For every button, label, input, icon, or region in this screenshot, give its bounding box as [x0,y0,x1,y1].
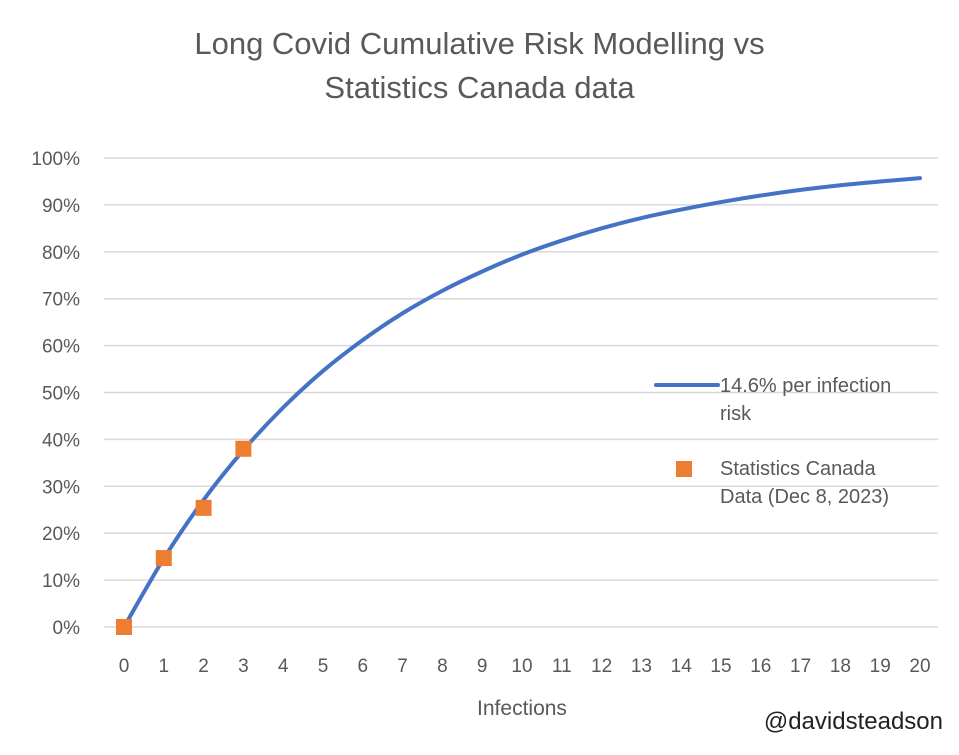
x-tick-label: 12 [591,656,612,677]
x-tick-label: 6 [358,656,369,677]
legend-label-line-series: 14.6% per infection risk [720,372,891,428]
y-tick-label: 50% [42,384,80,405]
x-tick-label: 18 [830,656,851,677]
data-point [195,499,212,516]
chart-title: Long Covid Cumulative Risk Modelling vs … [0,22,959,110]
data-point [155,550,172,567]
x-tick-label: 1 [159,656,170,677]
y-tick-label: 70% [42,290,80,311]
y-tick-label: 90% [42,196,80,217]
chart-title-line-2: Statistics Canada data [324,70,635,105]
legend-line-1: 14.6% per infection [720,375,892,397]
y-tick-label: 30% [42,477,80,498]
x-tick-label: 5 [318,656,329,677]
y-tick-label: 100% [31,149,80,170]
y-tick-label: 40% [42,430,80,451]
x-tick-label: 13 [631,656,652,677]
chart-title-line-1: Long Covid Cumulative Risk Modelling vs [194,26,765,61]
x-tick-label: 14 [671,656,693,677]
y-tick-label: 80% [42,243,80,264]
x-tick-label: 3 [238,656,249,677]
y-tick-label: 60% [42,337,80,358]
x-tick-label: 15 [710,656,731,677]
legend-line-1: Statistics Canada [720,458,876,480]
y-tick-label: 10% [42,571,80,592]
x-tick-label: 20 [909,656,930,677]
data-point [235,440,252,457]
x-tick-label: 0 [119,656,130,677]
x-tick-label: 2 [198,656,209,677]
x-tick-label: 10 [511,656,532,677]
y-tick-label: 0% [53,618,81,639]
x-tick-label: 8 [437,656,448,677]
x-tick-label: 17 [790,656,811,677]
x-tick-label: 16 [750,656,771,677]
x-axis-label: Infections [477,697,567,720]
watermark: @davidsteadson [763,708,943,735]
legend-line-2: risk [720,403,752,425]
x-tick-label: 9 [477,656,488,677]
y-tick-label: 20% [42,524,80,545]
x-tick-label: 4 [278,656,289,677]
x-tick-label: 7 [397,656,408,677]
legend-label-scatter-series: Statistics Canada Data (Dec 8, 2023) [720,455,889,511]
x-tick-label: 19 [870,656,891,677]
legend-marker-swatch [676,461,692,477]
data-point [116,619,132,635]
legend-line-2: Data (Dec 8, 2023) [720,486,889,508]
x-tick-label: 11 [552,656,572,677]
